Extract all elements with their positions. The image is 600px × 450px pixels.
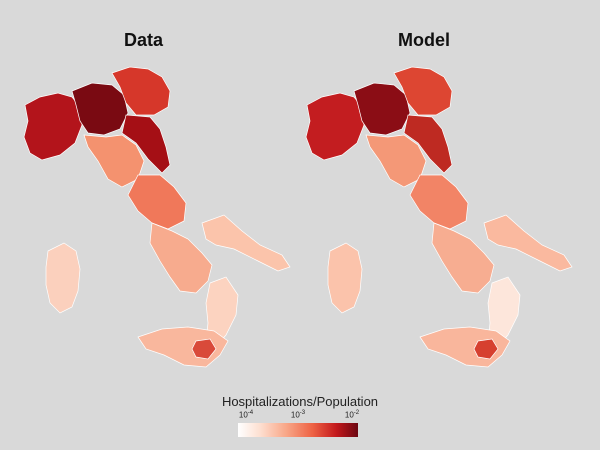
model-region-puglia [483, 214, 573, 272]
model-region-adriatic-north [403, 114, 453, 174]
legend-tick-high: 10-2 [345, 410, 359, 420]
model-region-tuscany [365, 134, 427, 188]
data-region-south [149, 222, 213, 294]
legend-title: Hospitalizations/Population [221, 394, 379, 409]
tick-base: 10 [290, 410, 300, 420]
legend-tick-low: 10-4 [239, 410, 253, 420]
model-region-northwest [305, 92, 365, 161]
data-region-sicily-hotspot [191, 338, 217, 360]
tick-base: 10 [344, 410, 354, 420]
model-region-central [409, 174, 469, 230]
data-region-central [127, 174, 187, 230]
data-region-sardinia [45, 242, 81, 314]
model-region-northeast [393, 66, 453, 116]
data-choropleth-map [23, 66, 291, 368]
model-region-sicily-hotspot [473, 338, 499, 360]
model-choropleth-map [305, 66, 573, 368]
model-region-south [431, 222, 495, 294]
data-region-puglia [201, 214, 291, 272]
data-region-lombardy-core [71, 82, 129, 136]
data-region-adriatic-north [121, 114, 171, 174]
tick-exponent: -3 [299, 410, 306, 416]
tick-exponent: -4 [247, 410, 254, 416]
data-region-northeast [111, 66, 171, 116]
legend-colorbar [238, 423, 358, 437]
tick-base: 10 [238, 410, 248, 420]
data-region-northwest [23, 92, 83, 161]
model-panel-title: Model [398, 30, 450, 50]
legend-tick-mid: 10-3 [291, 410, 305, 420]
model-region-sardinia [327, 242, 363, 314]
data-region-tuscany [83, 134, 145, 188]
tick-exponent: -2 [353, 410, 360, 416]
model-region-lombardy-core [353, 82, 411, 136]
data-panel-title: Data [124, 30, 164, 50]
